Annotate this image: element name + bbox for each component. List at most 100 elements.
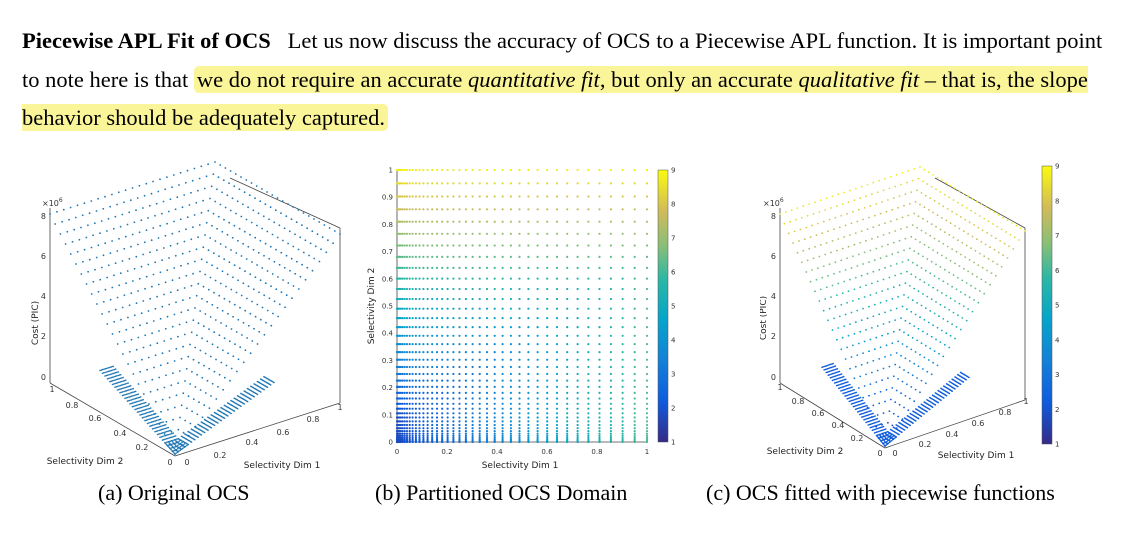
figure-c-point [784,211,787,213]
figure-b-point [458,297,461,301]
figure-b-point [399,287,402,291]
figure-c-point [930,223,933,226]
figure-c-point [948,346,951,349]
figure-a-point [175,394,178,397]
figure-a-point [62,208,65,211]
figure-b-point [446,427,449,430]
figure-b-point [471,436,474,439]
figure-b-point [566,432,569,435]
figure-b-point [576,436,579,439]
figure-c-point [836,249,838,252]
figure-a-point [191,179,194,182]
figure-a-point [207,163,210,166]
figure-b-point [555,244,559,247]
figure-a-point [117,374,119,377]
figure-a-point [244,309,247,312]
figure-a-point [76,250,79,253]
figure-b-point [527,277,530,280]
figure-a-point [137,397,139,399]
figure-a-point [152,227,155,229]
figure-b-point [422,182,425,185]
figure-b-point [609,195,612,198]
figure-b-point [403,412,406,415]
figure-b-point [609,307,612,310]
figure-b-point [518,277,521,280]
figure-a-point [141,399,143,401]
figure-c-point [923,318,926,321]
figure-b-point [431,343,434,346]
figure-b-point [403,182,406,185]
figure-b-point [435,412,439,415]
figure-b-point [422,287,425,291]
figure-a-point [202,325,205,328]
figure-a-point [140,410,143,412]
figure-a-point [255,185,258,187]
figure-b-point [527,195,530,198]
figure-c-point [894,230,897,232]
figure-b-point [422,297,425,301]
figure-b-point [609,220,612,223]
figure-b-point [422,372,425,376]
figure-c-point [955,250,958,253]
figure-a-point [175,347,178,350]
figure-b-point [446,232,449,235]
figure-b-point [536,266,539,269]
figure-c-point [907,371,910,374]
figure-a-point [195,201,198,204]
figure-c-ztick: 4 [771,292,776,301]
figure-b-point [452,220,455,223]
figure-a-point [219,243,222,245]
figure-c-point [850,222,853,225]
figure-a-point [142,300,145,302]
figure-a-point [171,450,174,453]
figure-c-point [827,371,830,373]
figure-c-point [853,389,855,391]
figure-a-point [141,417,144,419]
figure-c-point [962,267,965,270]
figure-c-point [817,267,819,269]
figure-a-point [130,292,133,295]
figure-a-point [159,429,162,431]
figure-a-point [180,311,183,314]
figure-a-point [203,364,205,367]
figure-a-point [261,267,264,269]
figure-a-point [251,261,253,263]
figure-b-point [478,385,481,388]
figure-c-point [910,235,913,238]
figure-b-point [576,343,579,346]
figure-b-point [441,358,444,361]
figure-a-point [155,202,158,205]
figure-a-point [117,191,120,194]
figure-c-point [907,296,910,299]
figure-c-point [993,211,996,214]
figure-b-point [493,402,496,405]
figure-b-point [501,297,504,301]
figure-c-point [888,321,891,323]
figure-b-point [633,430,636,433]
figure-b-point [464,432,467,435]
figure-a-point [217,176,220,179]
figure-b-point [527,317,530,320]
figure-a-point [183,333,186,336]
figure-a-point [124,393,126,396]
figure-b-point [403,420,406,423]
figure-a-point [116,389,119,391]
figure-b-point [485,232,489,235]
figure-a-point [137,393,139,395]
figure-b-point [609,427,612,430]
figure-c-point [828,218,831,221]
figure-b-point [411,168,414,172]
figure-c-point [920,403,923,406]
figure-b-point [501,420,504,423]
figure-a-point [235,291,238,294]
figure-a-point [254,236,257,239]
figure-a-point [142,406,144,408]
figure-c-point [840,303,843,306]
figure-b-point [555,407,559,410]
figure-b-point [446,195,449,198]
figure-a-point [151,428,154,430]
figure-b-point [566,326,569,329]
figure-b-point [414,266,417,269]
figure-b-point [566,182,569,185]
figure-c-point [1005,231,1007,233]
